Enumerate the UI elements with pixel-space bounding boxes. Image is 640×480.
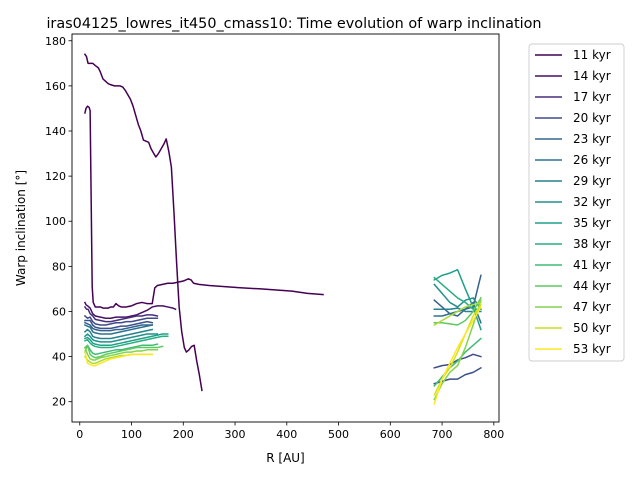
series-line-11-kyr-1 (84, 105, 324, 309)
series-line-44-kyr-1 (433, 337, 482, 387)
x-axis-ticks: 0 100 200 300 400 500 600 700 800 (76, 422, 504, 441)
y-tick-label: 160 (45, 80, 66, 93)
y-tick-label: 120 (45, 170, 66, 183)
y-tick-label: 20 (52, 396, 66, 409)
series-line-38-kyr-1 (433, 268, 482, 331)
legend-label: 38 kyr (573, 237, 611, 251)
series-line-32-kyr-0 (83, 328, 154, 340)
legend-label: 35 kyr (573, 216, 611, 230)
series-line-extra-16-0 (84, 351, 153, 367)
x-tick-label: 500 (328, 428, 349, 441)
series-line-53-kyr-0 (83, 353, 153, 365)
x-tick-label: 400 (276, 428, 297, 441)
legend-label: 32 kyr (573, 195, 611, 209)
x-axis-label: R [AU] (266, 451, 305, 465)
y-tick-label: 40 (52, 351, 66, 364)
y-axis-label: Warp inclination [°] (14, 170, 28, 286)
legend-frame (528, 43, 625, 362)
series-line-50-kyr-1 (433, 299, 482, 401)
y-tick-label: 80 (52, 260, 66, 273)
series-layer (83, 53, 482, 405)
plot-frame (71, 33, 500, 423)
y-tick-label: 180 (45, 35, 66, 48)
series-line-extra-16-1 (433, 305, 482, 405)
legend-label: 29 kyr (573, 174, 611, 188)
series-line-23-kyr-0 (84, 319, 154, 330)
series-line-53-kyr-1 (433, 301, 482, 327)
legend-label: 23 kyr (573, 132, 611, 146)
y-axis-ticks: 20 40 60 80 100 120 140 160 180 (45, 35, 72, 409)
y-tick-label: 100 (45, 215, 66, 228)
series-line-38-kyr-0 (83, 333, 169, 347)
legend-label: 14 kyr (573, 69, 611, 83)
chart-title: iras04125_lowres_it450_cmass10: Time evo… (46, 16, 541, 32)
x-tick-label: 300 (225, 428, 246, 441)
series-line-29-kyr-0 (83, 324, 154, 335)
x-tick-label: 200 (173, 428, 194, 441)
series-line-35-kyr-1 (433, 283, 482, 311)
legend: 11 kyr 14 kyr 17 kyr 20 kyr 23 kyr 26 kyr 29 k… (528, 43, 625, 362)
x-tick-label: 600 (380, 428, 401, 441)
y-tick-label: 140 (45, 125, 66, 138)
legend-label: 53 kyr (573, 342, 611, 356)
x-tick-label: 800 (483, 428, 504, 441)
legend-label: 20 kyr (573, 111, 611, 125)
x-tick-label: 0 (76, 428, 83, 441)
legend-label: 41 kyr (573, 258, 611, 272)
legend-label: 47 kyr (573, 300, 611, 314)
x-tick-label: 700 (432, 428, 453, 441)
legend-items: 11 kyr 14 kyr 17 kyr 20 kyr 23 kyr 26 kyr 29 k… (535, 48, 611, 356)
series-line-20-kyr-0 (83, 314, 159, 326)
series-line-14-kyr-0 (83, 301, 177, 319)
series-line-47-kyr-0 (83, 344, 164, 359)
series-line-44-kyr-0 (83, 343, 159, 356)
series-line-41-kyr-0 (83, 335, 169, 349)
series-line-26-kyr-0 (83, 321, 153, 332)
series-line-11-kyr-0 (83, 53, 203, 392)
series-line-50-kyr-0 (83, 346, 159, 361)
legend-label: 17 kyr (573, 90, 611, 104)
x-tick-label: 100 (121, 428, 142, 441)
series-line-17-kyr-0 (83, 305, 159, 323)
series-line-35-kyr-0 (83, 333, 159, 343)
series-line-41-kyr-1 (433, 276, 482, 310)
legend-label: 50 kyr (573, 321, 611, 335)
legend-label: 26 kyr (573, 153, 611, 167)
y-tick-label: 60 (52, 305, 66, 318)
series-line-47-kyr-1 (433, 296, 482, 326)
legend-label: 44 kyr (573, 279, 611, 293)
legend-label: 11 kyr (573, 48, 611, 62)
